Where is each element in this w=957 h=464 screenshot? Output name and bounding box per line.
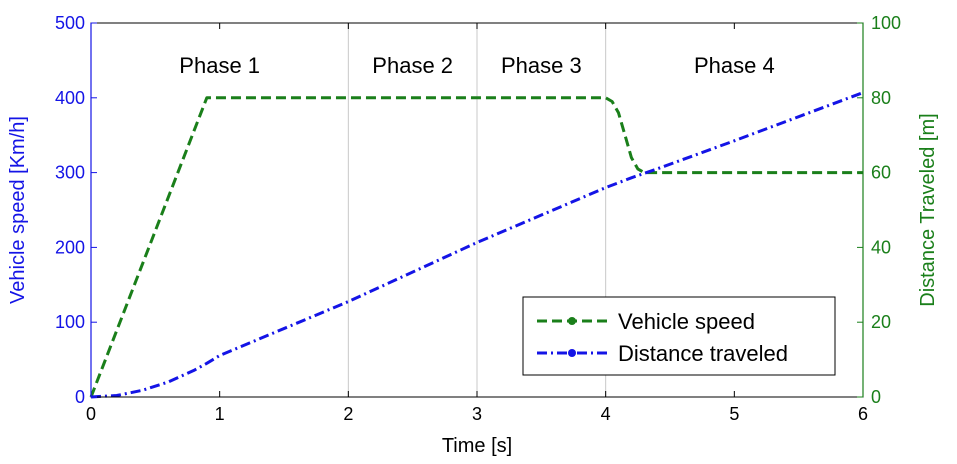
phase-label-2: Phase 2 [372, 53, 453, 78]
legend-label-1: Vehicle speed [618, 309, 755, 334]
y-left-tick-label: 100 [55, 312, 85, 332]
y-right-tick-label: 100 [871, 13, 901, 33]
distance-traveled-line [90, 91, 864, 399]
series-layer [89, 91, 864, 399]
x-tick-label: 6 [858, 404, 868, 424]
y-right-tick-label: 60 [871, 163, 891, 183]
y-axis-right-title: Distance Traveled [m] [917, 113, 939, 306]
phase-label-4: Phase 4 [694, 53, 775, 78]
legend-box [522, 296, 836, 376]
y-axis-left-title: Vehicle speed [Km/h] [7, 116, 29, 304]
y-right-tick-label: 40 [871, 237, 891, 257]
phase-label-1: Phase 1 [179, 53, 260, 78]
x-tick-label: 3 [472, 404, 482, 424]
y-right-tick-label: 0 [871, 387, 881, 407]
legend-label-2: Distance traveled [618, 341, 788, 366]
x-axis-title: Time [s] [442, 435, 512, 457]
legend-marker-2 [568, 349, 576, 357]
x-tick-label: 0 [86, 404, 96, 424]
y-left-tick-label: 200 [55, 237, 85, 257]
x-tick-label: 5 [729, 404, 739, 424]
legend: Vehicle speed Distance traveled [522, 296, 836, 376]
phase-label-3: Phase 3 [501, 53, 582, 78]
y-right-tick-label: 20 [871, 312, 891, 332]
phase-labels: Phase 1 Phase 2 Phase 3 Phase 4 [179, 53, 774, 78]
x-tick-label: 1 [215, 404, 225, 424]
y-left-tick-label: 400 [55, 88, 85, 108]
y-left-tick-label: 500 [55, 13, 85, 33]
x-tick-label: 4 [601, 404, 611, 424]
x-tick-label: 2 [343, 404, 353, 424]
legend-marker-1 [568, 317, 576, 325]
y-right-tick-label: 80 [871, 88, 891, 108]
y-left-tick-label: 300 [55, 163, 85, 183]
y-left-tick-label: 0 [75, 387, 85, 407]
vehicle-speed-line [89, 96, 863, 398]
